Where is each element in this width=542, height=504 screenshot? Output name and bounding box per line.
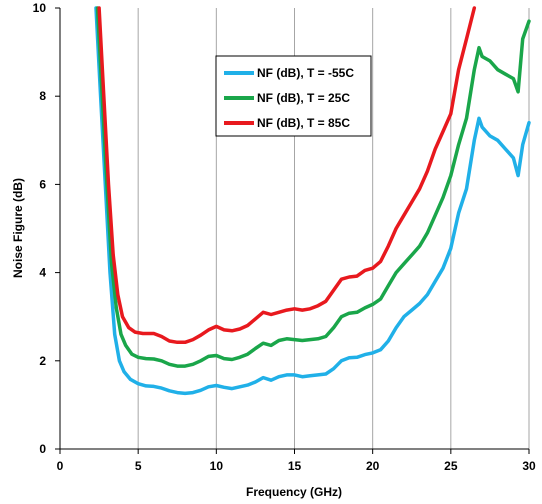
y-tick-label: 8 [39,89,46,103]
x-axis-label: Frequency (GHz) [246,485,342,499]
y-tick-labels: 0 2 4 6 8 10 [33,1,60,456]
y-tick-label: 6 [39,177,46,191]
legend: NF (dB), T = -55C NF (dB), T = 25C NF (dB)… [215,55,372,137]
y-tick-label: 0 [39,442,46,456]
series-lines [94,6,531,396]
series-line-2 [97,6,477,345]
x-tick-label: 25 [444,459,458,473]
x-tick-label: 0 [57,459,64,473]
series-line-1 [95,6,531,368]
legend-label-2: NF (dB), T = 85C [257,116,350,130]
legend-label-0: NF (dB), T = -55C [257,66,354,80]
x-tick-labels: 0 5 10 15 20 25 30 [57,449,536,473]
y-tick-label: 2 [39,354,46,368]
series-line-0 [94,6,531,396]
x-tick-label: 15 [288,459,302,473]
legend-label-1: NF (dB), T = 25C [257,91,350,105]
y-tick-label: 4 [39,266,46,280]
x-tick-label: 30 [522,459,536,473]
y-axis-label: Noise Figure (dB) [11,178,25,278]
x-tick-label: 5 [135,459,142,473]
x-tick-label: 20 [366,459,380,473]
y-tick-label: 10 [33,1,47,15]
x-tick-label: 10 [210,459,224,473]
